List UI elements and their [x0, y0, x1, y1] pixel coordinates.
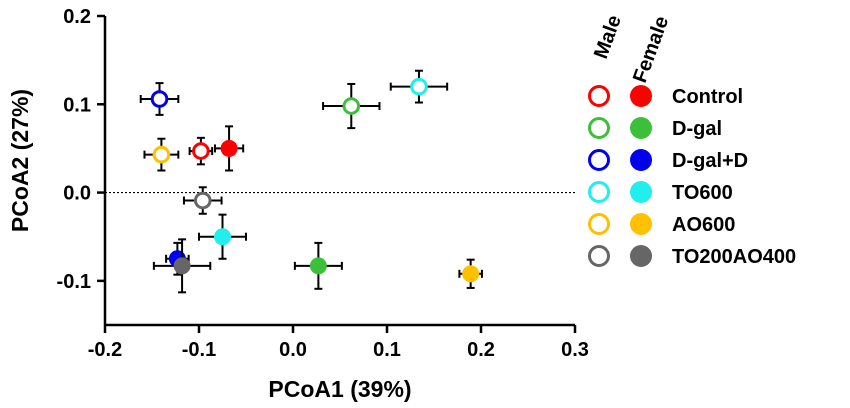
legend-label: D-gal+D [672, 150, 748, 172]
legend-item-to200ao400: TO200AO400 [588, 245, 796, 268]
legend-item-d-gal: D-gal [588, 117, 722, 140]
point-d-gal-female [293, 241, 343, 290]
male-marker [410, 77, 428, 96]
legend-label: TO200AO400 [672, 246, 796, 268]
legend-female-marker [630, 245, 652, 267]
legend-female-marker [630, 117, 652, 139]
legend-header-female: Female [629, 13, 673, 85]
y-axis-label: PCoA2 (27%) [7, 89, 33, 232]
point-to600-female [198, 213, 247, 260]
female-marker [173, 257, 191, 275]
x-tick-label: 0.2 [467, 339, 495, 361]
legend-male-marker [588, 85, 610, 107]
legend-label: TO600 [672, 182, 733, 204]
female-marker [220, 139, 238, 157]
legend-male-marker [588, 245, 610, 267]
male-marker [193, 191, 212, 210]
point-control-female [213, 125, 245, 172]
legend-item-control: Control [588, 85, 743, 108]
legend-male-marker [588, 181, 610, 203]
female-marker [309, 257, 327, 275]
point-ao600-male [143, 137, 180, 172]
female-marker [462, 265, 480, 283]
x-tick-label: 0.1 [373, 339, 401, 361]
legend-label: Control [672, 86, 743, 108]
point-to200ao400-male [182, 186, 223, 215]
legend-female-marker [630, 213, 652, 235]
male-marker [192, 142, 210, 160]
x-axis-label: PCoA1 (39%) [268, 376, 411, 402]
male-marker [152, 145, 171, 164]
x-tick-label: 0.0 [279, 339, 307, 361]
legend-male-marker [588, 117, 610, 139]
legend-male-marker [588, 149, 610, 171]
legend-male-marker [588, 213, 610, 235]
x-tick-label: 0.3 [561, 339, 589, 361]
x-tick-label: -0.2 [88, 339, 122, 361]
point-to200ao400-female [152, 238, 212, 294]
point-to600-male [389, 69, 449, 104]
legend-item-to600: TO600 [588, 181, 733, 204]
y-tick-label: -0.1 [57, 271, 91, 293]
data-points [139, 69, 483, 294]
legend-female-marker [630, 85, 652, 107]
legend-female-marker [630, 181, 652, 203]
axes: -0.1 0.0 0.1 0.2 -0.2 -0.1 0.0 0.1 0.2 0.3 [57, 6, 589, 361]
point-d-gal-male [322, 82, 381, 130]
y-tick-label: 0.0 [63, 183, 91, 205]
point-ao600-female [458, 258, 483, 289]
male-marker [342, 97, 361, 115]
point-d-gal-d-male [139, 82, 180, 116]
legend-label: AO600 [672, 214, 735, 236]
x-tick-label: -0.1 [182, 339, 216, 361]
legend-item-d-gal-d: D-gal+D [588, 149, 748, 172]
legend-header-male: Male [590, 12, 626, 61]
female-marker [214, 228, 231, 246]
y-tick-label: 0.2 [63, 6, 91, 28]
male-marker [150, 90, 169, 108]
legend-label: D-gal [672, 118, 722, 140]
y-tick-label: 0.1 [63, 94, 91, 116]
legend-item-ao600: AO600 [588, 213, 735, 236]
legend-female-marker [630, 149, 652, 171]
point-control-male [188, 136, 214, 166]
